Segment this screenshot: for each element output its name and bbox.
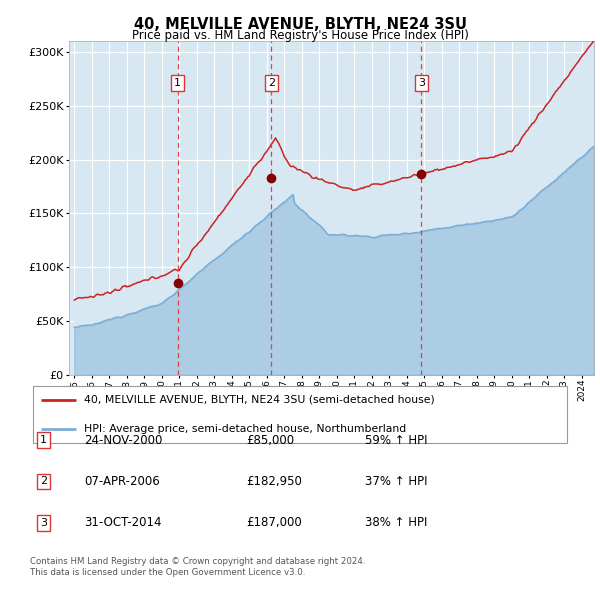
- Text: Contains HM Land Registry data © Crown copyright and database right 2024.: Contains HM Land Registry data © Crown c…: [30, 558, 365, 566]
- Text: 38% ↑ HPI: 38% ↑ HPI: [365, 516, 427, 529]
- Text: 2: 2: [40, 477, 47, 486]
- Text: 40, MELVILLE AVENUE, BLYTH, NE24 3SU: 40, MELVILLE AVENUE, BLYTH, NE24 3SU: [133, 17, 467, 32]
- Text: 1: 1: [174, 78, 181, 88]
- Text: 37% ↑ HPI: 37% ↑ HPI: [365, 475, 427, 488]
- Text: £187,000: £187,000: [246, 516, 302, 529]
- Text: £182,950: £182,950: [246, 475, 302, 488]
- Text: Price paid vs. HM Land Registry's House Price Index (HPI): Price paid vs. HM Land Registry's House …: [131, 29, 469, 42]
- Text: 1: 1: [40, 435, 47, 445]
- Text: 3: 3: [418, 78, 425, 88]
- Text: HPI: Average price, semi-detached house, Northumberland: HPI: Average price, semi-detached house,…: [84, 424, 406, 434]
- Text: 40, MELVILLE AVENUE, BLYTH, NE24 3SU (semi-detached house): 40, MELVILLE AVENUE, BLYTH, NE24 3SU (se…: [84, 395, 435, 405]
- Text: 07-APR-2006: 07-APR-2006: [84, 475, 160, 488]
- FancyBboxPatch shape: [33, 386, 568, 443]
- Text: 3: 3: [40, 518, 47, 527]
- Text: 31-OCT-2014: 31-OCT-2014: [84, 516, 161, 529]
- Text: 2: 2: [268, 78, 275, 88]
- Text: 24-NOV-2000: 24-NOV-2000: [84, 434, 163, 447]
- Text: 59% ↑ HPI: 59% ↑ HPI: [365, 434, 427, 447]
- Text: This data is licensed under the Open Government Licence v3.0.: This data is licensed under the Open Gov…: [30, 568, 305, 577]
- Text: £85,000: £85,000: [246, 434, 294, 447]
